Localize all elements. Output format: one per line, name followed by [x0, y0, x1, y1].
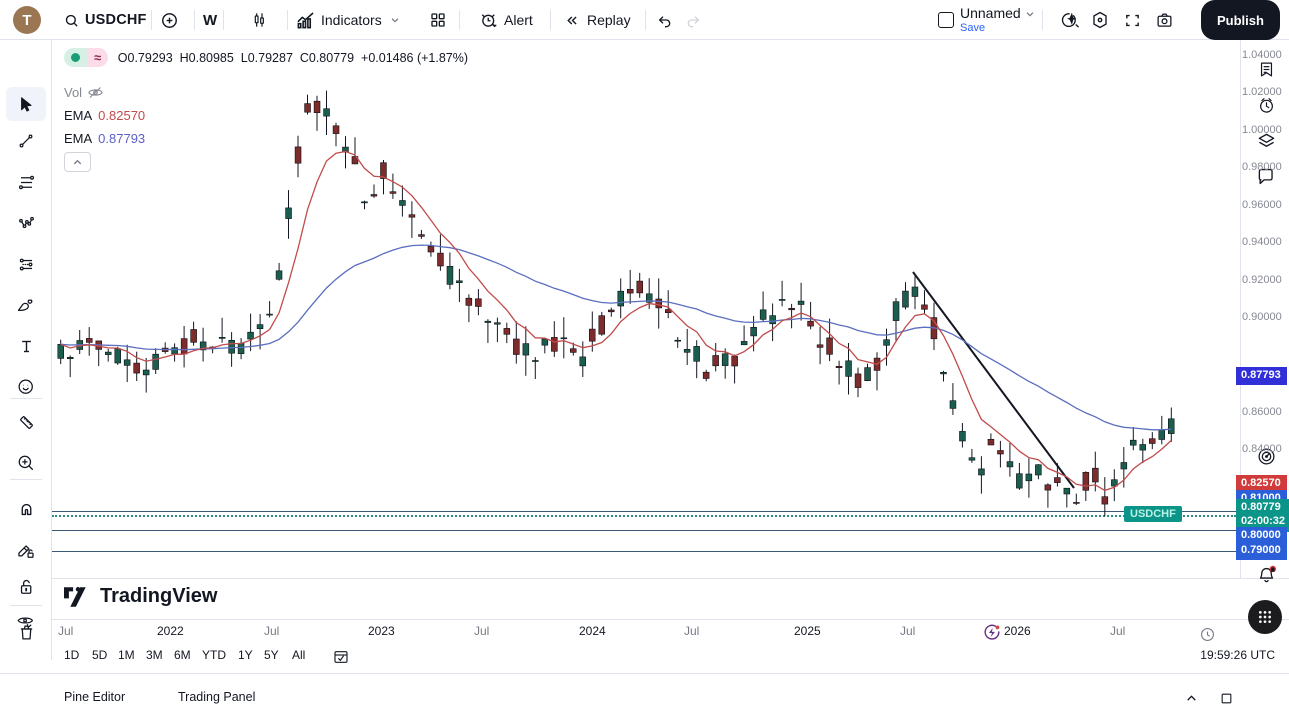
svg-text:2: 2 [1271, 566, 1274, 572]
